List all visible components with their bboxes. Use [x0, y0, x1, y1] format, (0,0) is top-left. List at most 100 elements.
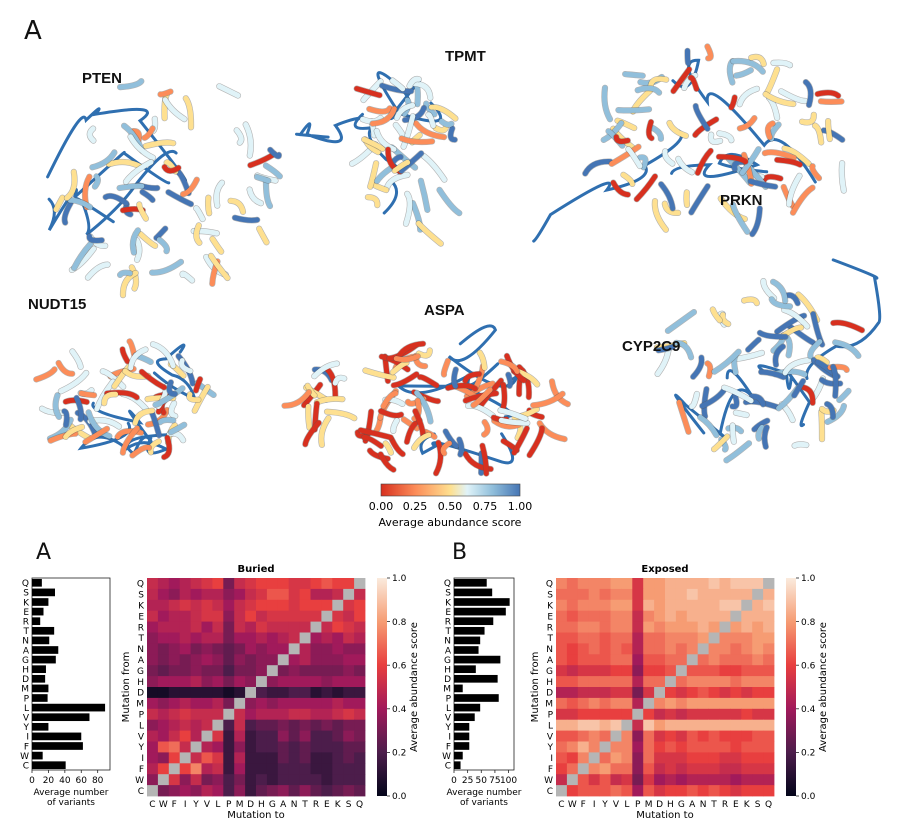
ribbon-segment: [132, 408, 155, 426]
buried-heatmap-row-label: P: [139, 710, 145, 720]
buried-heatmap-cell: [310, 697, 322, 710]
buried-heatmap-cell: [299, 719, 311, 731]
buried-heatmap-cell: [343, 643, 355, 655]
buried-heatmap-cell: [245, 621, 257, 633]
exposed-heatmap-cell: [686, 632, 699, 644]
exposed-heatmap-cell: [752, 741, 764, 753]
exposed-heatmap-cell: [697, 599, 709, 612]
buried-heatmap-cell: [343, 665, 355, 677]
buried-heatmap-cell: [212, 621, 224, 633]
buried-heatmap-cell: [256, 599, 268, 612]
buried-heatmap-cell: [354, 665, 366, 677]
exposed-heatmap-cell: [708, 578, 720, 590]
exposed-heatmap-cell: [621, 708, 633, 721]
buried-heatmap-cell: [310, 632, 322, 644]
exposed-bar: [454, 665, 476, 674]
exposed-heatmap-cell: [730, 763, 742, 775]
buried-heatmap-cell: [277, 621, 290, 633]
exposed-heatmap-cell: [719, 763, 731, 775]
buried-heatmap-cell: [179, 741, 191, 753]
exposed-heatmap-cell: [654, 687, 666, 699]
exposed-heatmap-cell: [719, 774, 731, 786]
ribbon-segment: [179, 358, 193, 374]
abundance-colorbar-tick: 0.75: [473, 500, 498, 513]
exposed-heatmap-cell: [566, 687, 579, 699]
buried-heatmap-cell: [299, 654, 311, 666]
buried-bar: [32, 588, 55, 597]
buried-heatmap-cell: [299, 665, 311, 677]
buried-heatmap-row-label: R: [138, 623, 144, 633]
ribbon-segment: [832, 339, 861, 359]
buried-heatmap-cell: [343, 697, 355, 710]
buried-heatmap-cell: [234, 643, 246, 655]
buried-heatmap-cell: [212, 763, 224, 775]
buried-heatmap-cell: [288, 752, 300, 764]
exposed-heatmap-cell: [621, 599, 633, 612]
ribbon-segment: [774, 157, 803, 168]
ribbon-segment: [498, 359, 520, 374]
exposed-heatmap-cell: [610, 665, 622, 677]
exposed-heatmap-row-label: K: [547, 601, 554, 611]
exposed-heatmap-cell: [599, 719, 611, 731]
buried-bar-xaxis-label: of variants: [47, 798, 95, 808]
buried-heatmap-cell: [147, 719, 159, 731]
protein-structures-illustration: [33, 43, 882, 477]
buried-colorbar: [377, 578, 387, 796]
ribbon-segment: [63, 397, 90, 405]
buried-bar-category-label: D: [22, 675, 29, 685]
exposed-heatmap-cell: [719, 643, 731, 655]
exposed-heatmap-cell: [686, 741, 699, 753]
ribbon-segment: [762, 149, 797, 161]
buried-heatmap-cell: [157, 741, 170, 753]
exposed-bar-xtick-label: 25: [462, 776, 473, 786]
ribbon-segment: [725, 425, 744, 434]
exposed-heatmap-cell: [566, 621, 579, 633]
exposed-heatmap-col-label: L: [624, 800, 629, 810]
ribbon-segment: [379, 354, 411, 372]
ribbon-segment: [53, 195, 65, 212]
buried-heatmap-cell: [201, 621, 213, 633]
exposed-heatmap-cell: [599, 741, 611, 753]
exposed-heatmap-cell: [719, 752, 731, 764]
buried-heatmap-cell: [321, 697, 333, 710]
ribbon-segment: [801, 384, 816, 406]
buried-heatmap-cell: [332, 697, 344, 710]
ribbon-segment: [456, 437, 465, 457]
buried-heatmap-cell: [168, 578, 181, 590]
ribbon-segment: [770, 337, 785, 354]
buried-heatmap-cell: [310, 599, 322, 612]
abundance-colorbar-tick: 0.50: [438, 500, 463, 513]
ribbon-segment: [318, 415, 331, 448]
buried-heatmap-cell: [157, 752, 170, 764]
ribbon-segment: [730, 423, 737, 445]
ribbon-segment: [613, 134, 631, 144]
exposed-heatmap-cell: [632, 785, 644, 797]
ribbon-segment: [763, 91, 796, 107]
buried-bar-category-label: P: [24, 694, 30, 704]
exposed-heatmap-cell: [665, 730, 677, 742]
buried-heatmap-cell: [201, 719, 213, 731]
exposed-heatmap-cell: [741, 697, 753, 710]
buried-heatmap-cell: [147, 763, 159, 775]
buried-heatmap-cell: [332, 578, 344, 590]
exposed-heatmap-ylabel: Mutation from: [530, 652, 541, 723]
buried-heatmap-cell: [223, 665, 235, 677]
ribbon-segment: [361, 434, 384, 449]
exposed-heatmap-cell: [708, 708, 720, 721]
buried-heatmap-col-label: R: [313, 800, 319, 810]
buried-heatmap-cell: [277, 774, 290, 786]
exposed-heatmap-cell: [741, 719, 753, 731]
buried-bar-category-label: E: [23, 608, 29, 618]
buried-heatmap-cell: [168, 687, 181, 699]
buried-heatmap-cell: [234, 730, 246, 742]
exposed-heatmap-cell: [654, 654, 666, 666]
buried-bar-category-label: N: [22, 637, 29, 647]
exposed-heatmap-cell: [665, 687, 677, 699]
ribbon-segment: [256, 226, 269, 245]
ribbon-segment: [465, 403, 496, 419]
ribbon-segment: [379, 83, 414, 94]
buried-heatmap-cell: [190, 730, 202, 742]
buried-heatmap-cell: [354, 730, 366, 742]
buried-heatmap-cell: [223, 643, 235, 655]
buried-heatmap-cell: [212, 774, 224, 786]
